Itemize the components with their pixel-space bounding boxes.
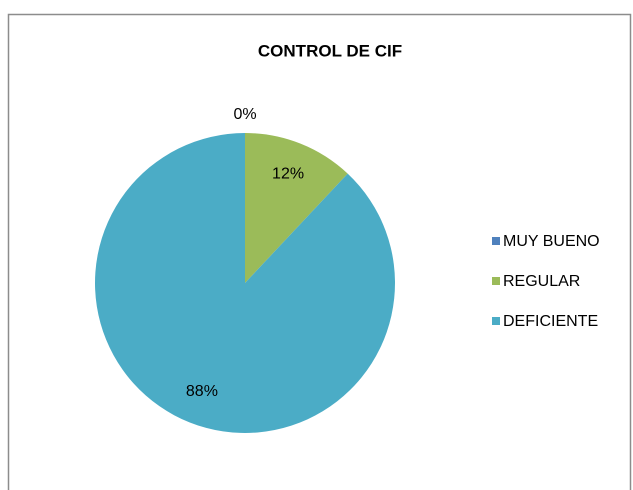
legend-swatch [492, 237, 500, 245]
pie-slice [245, 133, 348, 283]
legend-label: MUY BUENO [503, 233, 600, 250]
legend-swatch [492, 317, 500, 325]
legend-swatch [492, 277, 500, 285]
legend-label: DEFICIENTE [503, 313, 598, 330]
data-label: 0% [233, 106, 256, 123]
legend-label: REGULAR [503, 273, 580, 290]
chart-title: CONTROL DE CIF [258, 41, 402, 60]
pie-slice [95, 133, 396, 433]
data-label: 88% [186, 383, 218, 400]
data-label: 12% [272, 165, 304, 182]
